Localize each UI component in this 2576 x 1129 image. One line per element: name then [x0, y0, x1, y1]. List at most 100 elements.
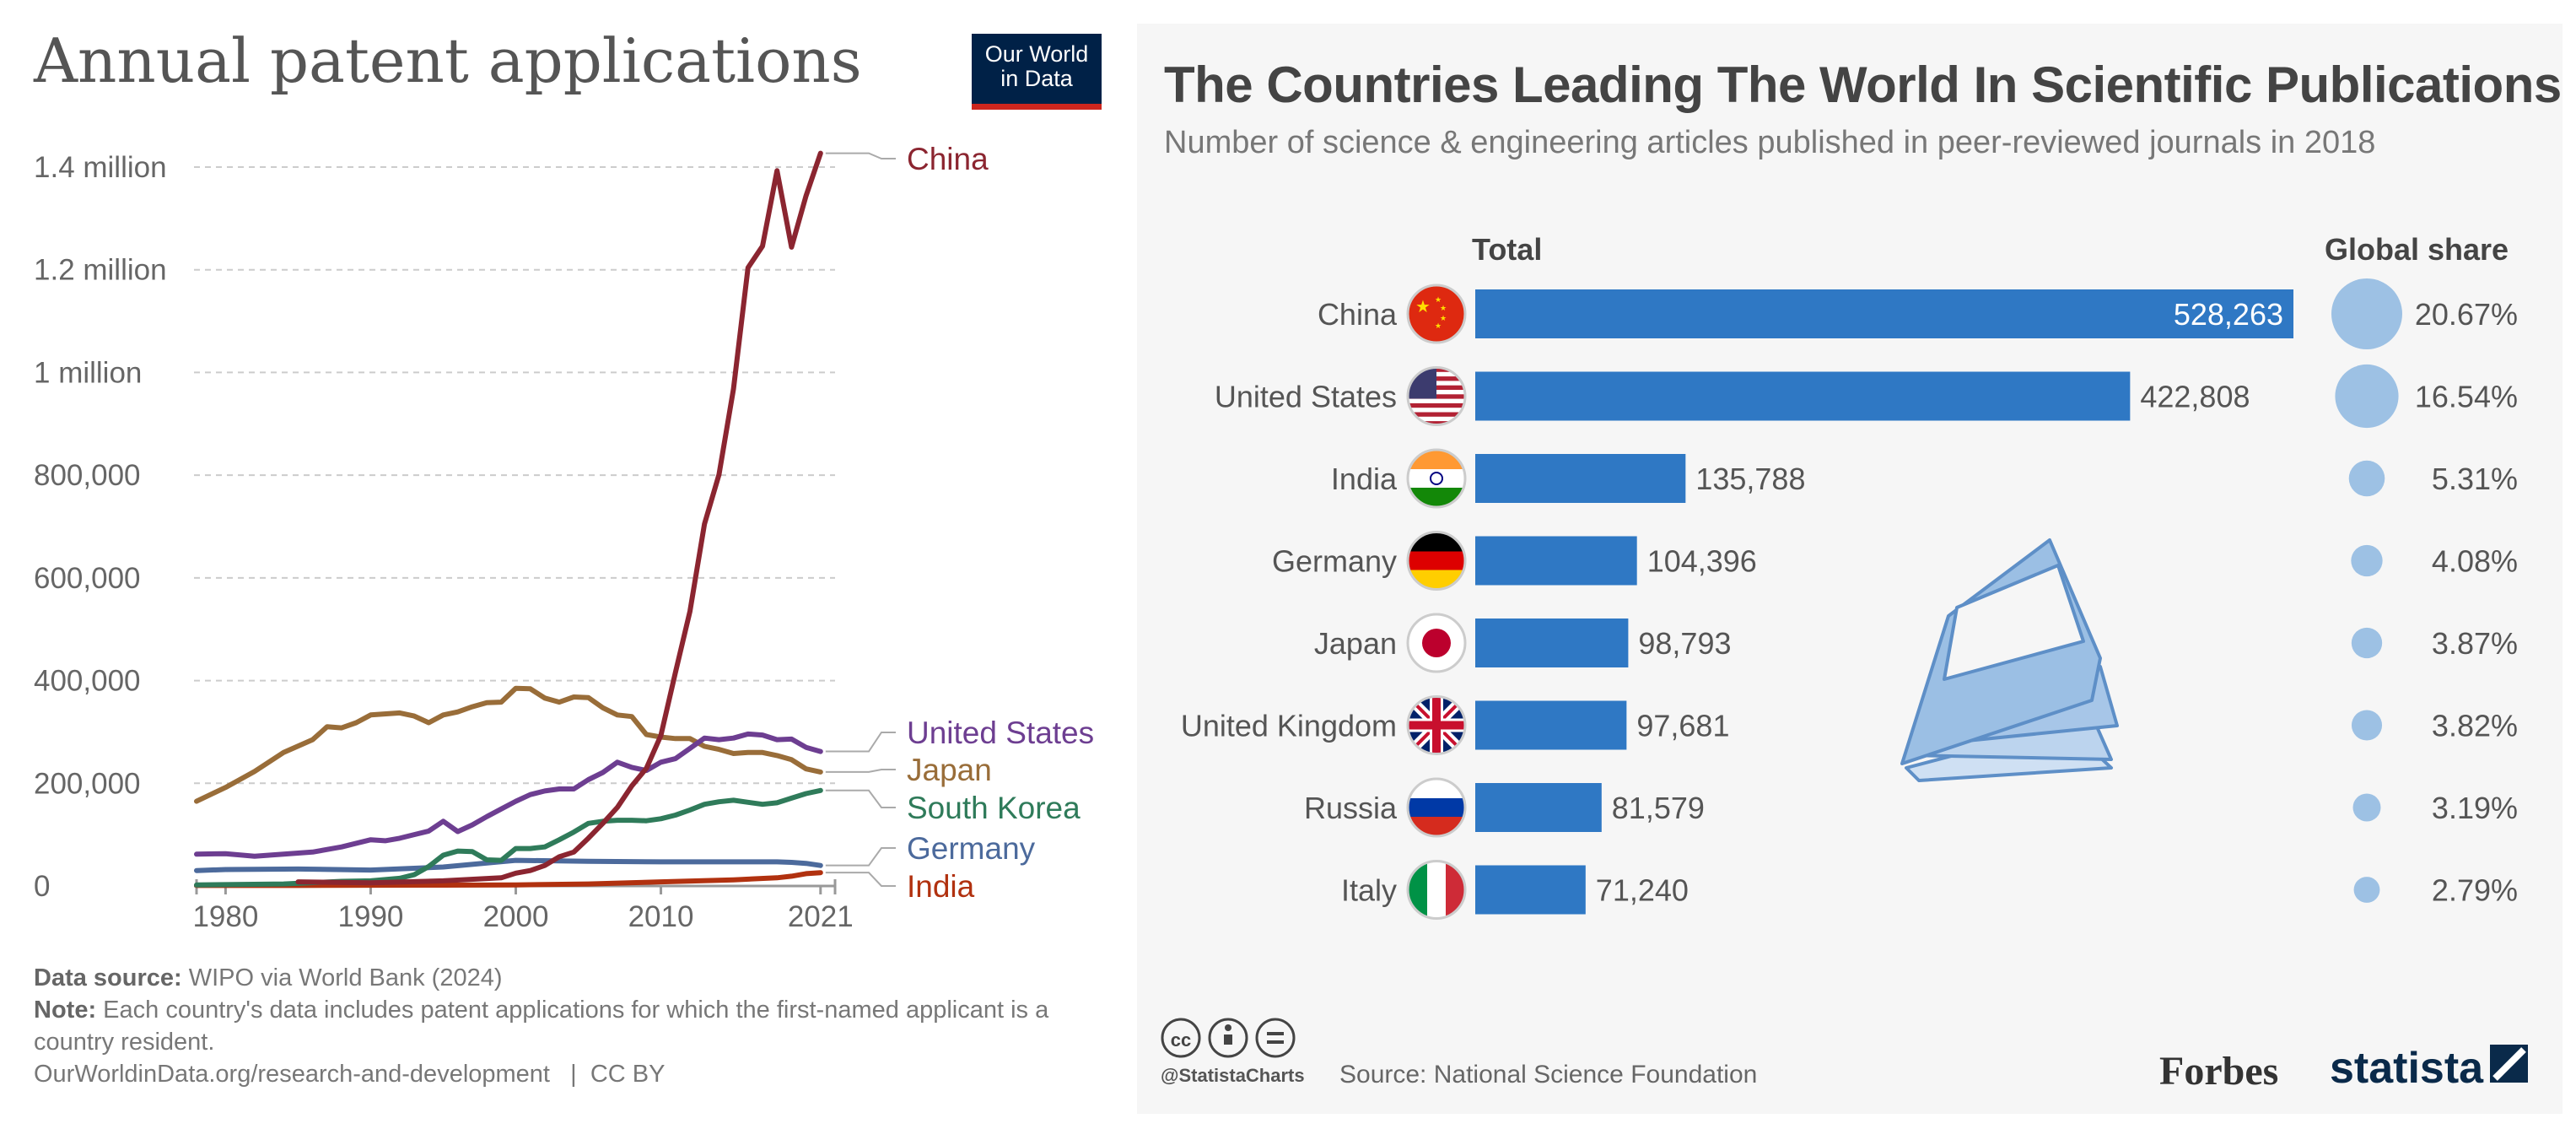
bar-russia[interactable] [1475, 783, 1602, 832]
patent-line-chart: 0 200,000 400,000 600,000 800,000 1 million 1.… [34, 142, 1094, 933]
data-source-line: Data source: WIPO via World Bank (2024) [34, 962, 1097, 994]
share-bubble [2331, 278, 2402, 349]
country-label: India [1331, 462, 1398, 496]
bar-germany[interactable] [1475, 536, 1637, 586]
license-link[interactable]: CC BY [590, 1061, 666, 1088]
united-states-flag-icon [1406, 366, 1467, 426]
series-label-japan: Japan [907, 753, 992, 787]
bar-value-label: 81,579 [1612, 791, 1705, 825]
note-text: Each country's data includes patent appl… [34, 997, 1049, 1056]
svg-text:cc: cc [1171, 1029, 1191, 1051]
url-separator: | [557, 1061, 584, 1088]
journal-illustration [1900, 538, 2119, 782]
label-connector [825, 769, 896, 773]
bar-row-india: India 135,788 5.31% [1331, 448, 2518, 509]
share-label: 2.79% [2432, 873, 2518, 908]
bar-row-china: China ★ ★★★★ 528,263 20.67% [1318, 278, 2518, 349]
x-tick-label: 1990 [338, 900, 404, 933]
x-tick-label: 1980 [192, 900, 258, 933]
global-share-header: Global share [2325, 232, 2509, 267]
data-source-text: WIPO via World Bank (2024) [188, 964, 503, 991]
series-line-japan[interactable] [194, 685, 823, 804]
share-label: 3.87% [2432, 626, 2518, 661]
bar-italy[interactable] [1475, 865, 1586, 915]
svg-text:★: ★ [1435, 321, 1442, 330]
series-lines [194, 150, 823, 889]
country-label: United Kingdom [1181, 709, 1397, 743]
russia-flag-icon [1406, 777, 1467, 838]
cc-license-icons: cc [1161, 1018, 1296, 1058]
bar-row-united-states: United States 422,808 16.54% [1215, 364, 2518, 429]
bar-rows: China ★ ★★★★ 528,263 20.67%United States 422,… [1181, 278, 2518, 920]
share-bubble [2351, 710, 2383, 741]
bar-japan[interactable] [1475, 619, 1629, 667]
y-tick-label: 200,000 [34, 767, 141, 800]
share-label: 3.19% [2432, 791, 2518, 825]
note-line: Note: Each country's data includes paten… [34, 994, 1097, 1058]
y-tick-labels: 0 200,000 400,000 600,000 800,000 1 million 1.… [34, 151, 167, 903]
germany-flag-icon [1406, 531, 1467, 591]
series-label-south-korea: South Korea [907, 791, 1081, 825]
x-tick-label: 2000 [483, 900, 549, 933]
statista-logo[interactable]: statista [2330, 1044, 2484, 1093]
forbes-logo[interactable]: Forbes [2159, 1049, 2278, 1094]
series-line-united-states[interactable] [194, 731, 823, 859]
owid-logo-line1: Our World [984, 41, 1089, 67]
share-label: 20.67% [2415, 297, 2518, 332]
series-line-india[interactable] [194, 870, 823, 889]
series-label-germany: Germany [907, 831, 1036, 866]
china-flag-icon: ★ ★★★★ [1406, 284, 1467, 344]
series-label-china: China [907, 142, 989, 176]
country-label: Russia [1304, 791, 1398, 825]
owid-url-link[interactable]: OurWorldinData.org/research-and-developm… [34, 1061, 550, 1088]
y-tick-label: 0 [34, 870, 50, 903]
bar-row-japan: Japan 98,793 3.87% [1314, 613, 2518, 673]
svg-text:★: ★ [1440, 304, 1447, 312]
cc-icon [1161, 1018, 1201, 1058]
country-label: Germany [1272, 544, 1397, 579]
bar-united-states[interactable] [1475, 371, 2131, 421]
note-label: Note: [34, 997, 97, 1024]
country-label: Italy [1341, 873, 1397, 908]
y-tick-label: 1 million [34, 356, 142, 389]
journal-window [1943, 564, 2085, 681]
bar-row-russia: Russia 81,579 3.19% [1304, 777, 2518, 838]
label-connector [825, 789, 896, 808]
country-label: United States [1215, 380, 1397, 414]
statista-logo-mark [2490, 1045, 2528, 1083]
total-header: Total [1472, 232, 1542, 267]
share-label: 5.31% [2432, 462, 2518, 496]
share-bubble [2348, 460, 2385, 497]
bar-value-label: 97,681 [1636, 709, 1729, 743]
bar-value-label: 422,808 [2140, 380, 2250, 414]
series-line-germany[interactable] [194, 857, 823, 873]
y-tick-label: 400,000 [34, 665, 141, 698]
label-connector [825, 152, 896, 159]
japan-flag-icon [1406, 613, 1467, 673]
label-connector [825, 732, 896, 753]
y-tick-label: 800,000 [34, 459, 141, 492]
svg-text:★: ★ [1415, 298, 1431, 316]
bar-china[interactable] [1475, 289, 2293, 338]
owid-logo[interactable]: Our World in Data [972, 34, 1102, 110]
y-gridlines [194, 166, 835, 785]
statista-chart-title: The Countries Leading The World In Scien… [1164, 57, 2562, 113]
bar-united-kingdom[interactable] [1475, 700, 1627, 750]
data-source-label: Data source: [34, 964, 182, 991]
bar-india[interactable] [1475, 454, 1686, 503]
series-line-china[interactable] [295, 150, 823, 886]
share-label: 16.54% [2415, 380, 2518, 414]
statista-chart-subtitle: Number of science & engineering articles… [1164, 125, 2376, 160]
y-tick-label: 1.4 million [34, 151, 167, 184]
share-bubble [2335, 364, 2399, 429]
attribution-icon [1208, 1018, 1248, 1058]
series-line-south-korea[interactable] [194, 787, 823, 888]
svg-text:★: ★ [1440, 314, 1447, 322]
statista-handle: @StatistaCharts [1161, 1065, 1305, 1086]
owid-panel [0, 0, 1124, 1129]
country-label: China [1318, 297, 1398, 332]
owid-chart-title: Annual patent applications [34, 25, 862, 96]
y-tick-label: 1.2 million [34, 254, 167, 287]
united-kingdom-flag-icon [1406, 695, 1467, 755]
share-label: 3.82% [2432, 709, 2518, 743]
